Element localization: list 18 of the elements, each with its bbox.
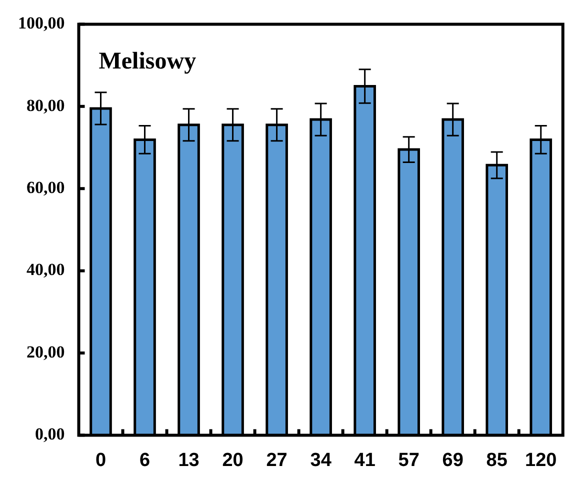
x-tick-label: 41 — [354, 450, 376, 471]
x-tick-label: 13 — [178, 450, 200, 471]
x-tick-label: 120 — [525, 450, 557, 471]
y-tick-label: 0,00 — [35, 424, 65, 444]
x-tick-label: 34 — [310, 450, 332, 471]
x-tick-label: 69 — [442, 450, 464, 471]
x-tick-label: 0 — [95, 450, 106, 471]
y-tick-label: 100,00 — [18, 14, 65, 33]
x-tick-label: 57 — [398, 450, 420, 471]
text: Melisowy — [98, 48, 196, 74]
y-tick-label: 80,00 — [26, 96, 65, 115]
y-tick-label: 40,00 — [26, 260, 65, 280]
x-tick-label: 27 — [266, 450, 288, 471]
x-tick-label: 85 — [486, 450, 508, 471]
x-tick-label: 6 — [139, 450, 150, 471]
y-tick-label: 20,00 — [26, 342, 65, 362]
x-tick-label: 20 — [222, 450, 244, 471]
y-tick-label: 60,00 — [26, 178, 65, 197]
